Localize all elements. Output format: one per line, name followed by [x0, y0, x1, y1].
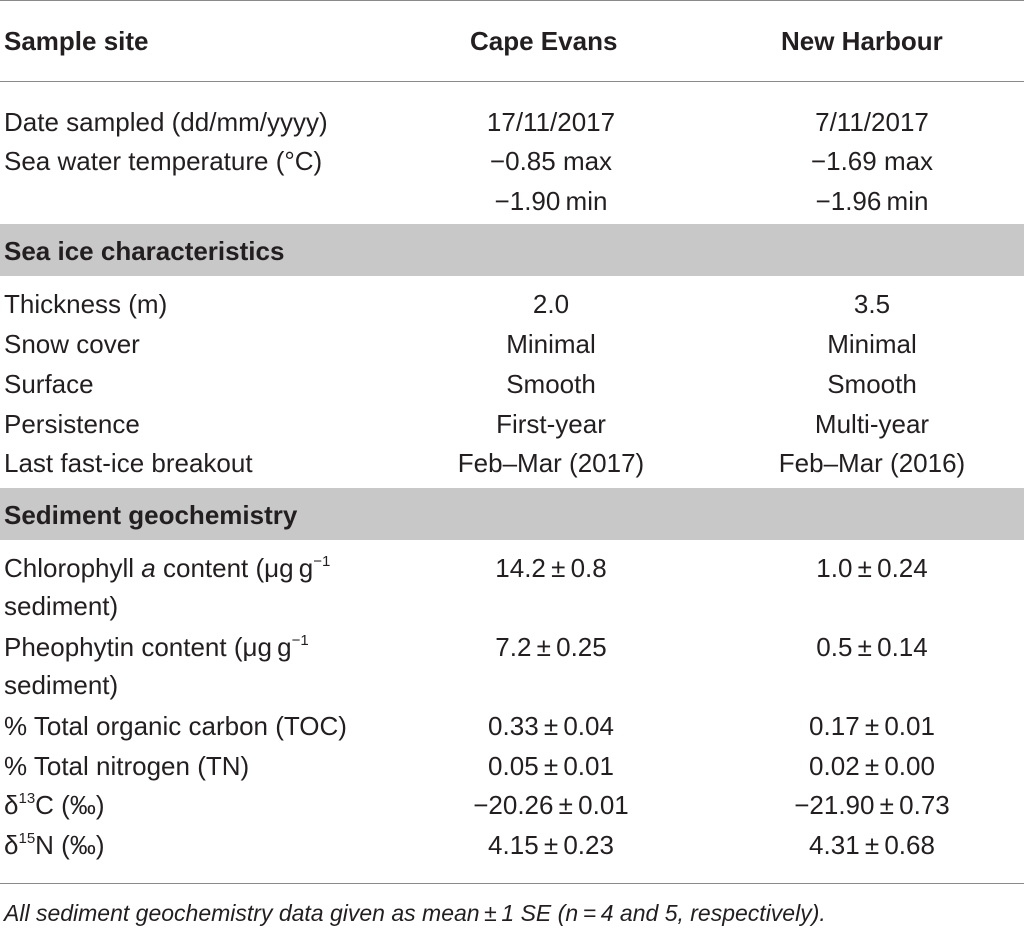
label-italic: a: [141, 553, 156, 583]
label-superscript: 13: [18, 790, 36, 807]
header-new-harbour: New Harbour: [781, 26, 943, 56]
new-harbour-value: 4.31 ± 0.68: [809, 830, 935, 860]
row-label: δ13C (‰): [4, 790, 105, 820]
cape-evans-value: 14.2 ± 0.8: [495, 553, 607, 583]
label-text: Pheophytin content (μg g: [4, 632, 292, 662]
new-harbour-value: 1.0 ± 0.24: [816, 553, 928, 583]
row-label-line2: sediment): [4, 591, 119, 621]
new-harbour-value: 7/11/2017: [815, 107, 929, 137]
table-footnote: All sediment geochemistry data given as …: [4, 900, 826, 926]
row-label: Sea water temperature (°C): [4, 146, 323, 176]
new-harbour-value: Smooth: [827, 369, 917, 399]
cape-evans-value: Minimal: [506, 329, 596, 359]
cape-evans-value: 0.05 ± 0.01: [488, 751, 614, 781]
row-label-line2: sediment): [4, 670, 119, 700]
row-label: Surface: [4, 369, 94, 399]
footer-rule: [0, 883, 1024, 884]
label-text: δ: [4, 790, 19, 820]
row-label: Date sampled (dd/mm/yyyy): [4, 107, 328, 137]
cape-evans-value: Smooth: [506, 369, 596, 399]
cape-evans-value: −1.90 min: [494, 186, 608, 216]
top-rule: [0, 0, 1024, 1]
cape-evans-value: −20.26 ± 0.01: [473, 790, 629, 820]
cape-evans-value: 17/11/2017: [486, 107, 616, 137]
section-title: Sea ice characteristics: [4, 236, 285, 266]
row-label: Chlorophyll a content (μg g−1: [4, 553, 330, 583]
new-harbour-value: −1.69 max: [810, 146, 934, 176]
section-title: Sediment geochemistry: [4, 500, 298, 530]
new-harbour-value: Feb–Mar (2016): [778, 448, 966, 478]
new-harbour-value: 0.5 ± 0.14: [816, 632, 928, 662]
label-text: Chlorophyll: [4, 553, 142, 583]
row-label: % Total nitrogen (TN): [4, 751, 250, 781]
row-label: Persistence: [4, 409, 140, 439]
cape-evans-value: 2.0: [532, 289, 570, 319]
header-sample-site: Sample site: [4, 26, 149, 56]
new-harbour-value: Multi-year: [814, 409, 930, 439]
new-harbour-value: −1.96 min: [815, 186, 929, 216]
new-harbour-value: 0.17 ± 0.01: [809, 711, 935, 741]
row-label: Last fast-ice breakout: [4, 448, 253, 478]
header-rule: [0, 81, 1024, 82]
new-harbour-value: −21.90 ± 0.73: [794, 790, 950, 820]
cape-evans-value: First-year: [496, 409, 606, 439]
new-harbour-value: Minimal: [827, 329, 917, 359]
row-label: δ15N (‰): [4, 830, 105, 860]
label-text: C (‰): [35, 790, 105, 820]
label-superscript: 15: [18, 830, 36, 847]
label-superscript: −1: [291, 632, 309, 649]
cape-evans-value: 0.33 ± 0.04: [488, 711, 614, 741]
row-label: Snow cover: [4, 329, 140, 359]
label-text: N (‰): [35, 830, 105, 860]
cape-evans-value: −0.85 max: [489, 146, 613, 176]
row-label: % Total organic carbon (TOC): [4, 711, 347, 741]
header-cape-evans: Cape Evans: [470, 26, 618, 56]
cape-evans-value: Feb–Mar (2017): [457, 448, 645, 478]
row-label: Pheophytin content (μg g−1: [4, 632, 309, 662]
cape-evans-value: 7.2 ± 0.25: [495, 632, 607, 662]
row-label: Thickness (m): [4, 289, 168, 319]
label-text: content (μg g: [155, 553, 314, 583]
section-heading-sediment: Sediment geochemistry: [0, 488, 1024, 540]
section-heading-sea-ice: Sea ice characteristics: [0, 224, 1024, 276]
new-harbour-value: 0.02 ± 0.00: [809, 751, 935, 781]
label-superscript: −1: [313, 553, 331, 570]
label-text: δ: [4, 830, 19, 860]
cape-evans-value: 4.15 ± 0.23: [488, 830, 614, 860]
new-harbour-value: 3.5: [853, 289, 891, 319]
